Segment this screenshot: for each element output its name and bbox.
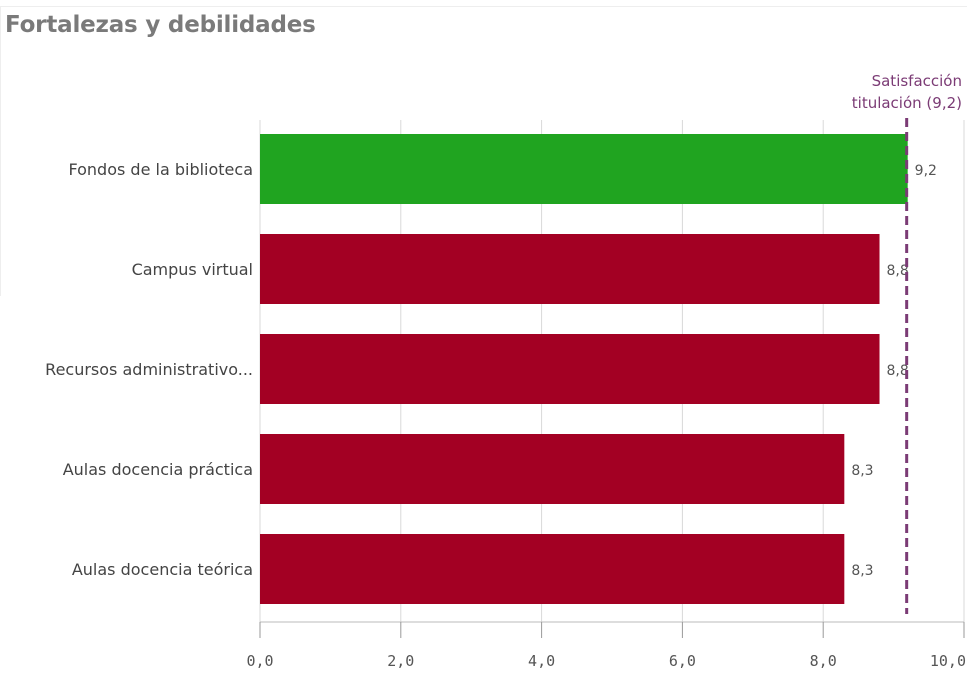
- bar-0[interactable]: [260, 134, 908, 204]
- category-label-2: Recursos administrativo...: [45, 360, 253, 379]
- bar-3[interactable]: [260, 434, 845, 504]
- bar-4[interactable]: [260, 534, 845, 604]
- x-tick-label-1: 2,0: [387, 652, 414, 670]
- bars: [260, 134, 908, 604]
- x-tick-label-3: 6,0: [669, 652, 696, 670]
- category-label-0: Fondos de la biblioteca: [68, 160, 253, 179]
- x-tick-label-2: 4,0: [528, 652, 555, 670]
- value-label-0: 9,2: [915, 163, 937, 179]
- top-border: [0, 6, 967, 7]
- chart-title: Fortalezas y debilidades: [5, 12, 316, 38]
- value-label-4: 8,3: [851, 563, 873, 579]
- reference-line-group: Satisfacción titulación (9,2): [852, 72, 962, 614]
- bar-1[interactable]: [260, 234, 880, 304]
- bar-2[interactable]: [260, 334, 880, 404]
- value-label-3: 8,3: [851, 463, 873, 479]
- x-axis: 0,0 2,0 4,0 6,0 8,0 10,0: [246, 621, 966, 670]
- x-tick-label-0: 0,0: [246, 652, 273, 670]
- value-labels: 9,2 8,8 8,8 8,3 8,3: [851, 163, 937, 579]
- left-border: [0, 6, 1, 296]
- value-label-2: 8,8: [887, 363, 909, 379]
- x-tick-label-5: 10,0: [930, 652, 966, 670]
- reference-label-line-1: titulación (9,2): [852, 94, 962, 112]
- x-tick-label-4: 8,0: [810, 652, 837, 670]
- category-label-1: Campus virtual: [132, 260, 253, 279]
- category-labels: Fondos de la biblioteca Campus virtual Rec…: [45, 160, 253, 579]
- category-label-4: Aulas docencia teórica: [72, 560, 253, 579]
- category-label-3: Aulas docencia práctica: [63, 460, 253, 479]
- value-label-1: 8,8: [887, 263, 909, 279]
- reference-label-line-0: Satisfacción: [872, 72, 962, 90]
